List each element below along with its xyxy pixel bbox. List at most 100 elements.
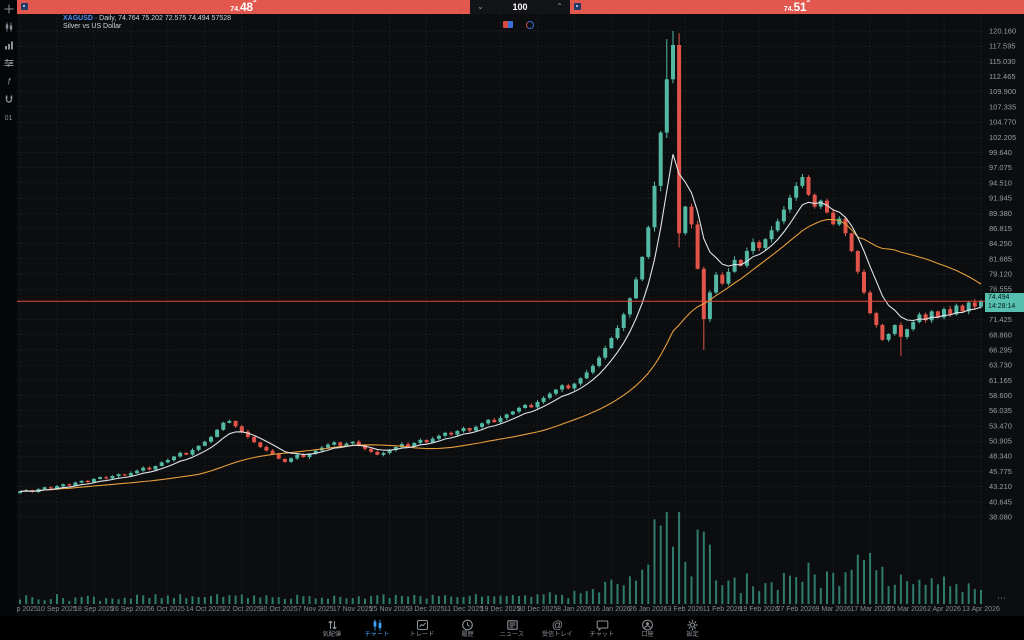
bar-countdown: 14:28:14 [988, 302, 1016, 310]
crosshair-icon[interactable] [3, 3, 14, 14]
grid [17, 14, 985, 604]
data-window-icon[interactable]: 01 [3, 111, 14, 122]
svg-text:43.210: 43.210 [989, 482, 1012, 491]
svg-text:13 Apr 2026: 13 Apr 2026 [962, 606, 1000, 613]
svg-text:112.465: 112.465 [989, 72, 1016, 81]
svg-text:40.645: 40.645 [989, 497, 1012, 506]
timer-icon[interactable] [526, 21, 534, 29]
svg-text:2 Sep 2025: 2 Sep 2025 [2, 606, 38, 613]
bar-chart-icon[interactable] [3, 39, 14, 50]
svg-text:107.335: 107.335 [989, 102, 1016, 111]
svg-text:50.905: 50.905 [989, 437, 1012, 446]
ma-slow-line [19, 218, 982, 492]
nav-label: ニュース [499, 630, 525, 638]
market-depth-icon[interactable] [503, 21, 513, 28]
chevron-up-icon[interactable]: ⌃ [556, 2, 563, 11]
buy-marker-icon [574, 3, 581, 10]
nav-item-quotes[interactable]: 気配値 [315, 619, 349, 638]
nav-item-inbox[interactable]: @ 受信トレイ [540, 619, 574, 638]
svg-text:76.555: 76.555 [989, 285, 1012, 294]
sell-button[interactable]: 74.489 [17, 0, 470, 14]
svg-text:26 Sep 2025: 26 Sep 2025 [111, 606, 151, 613]
sliders-icon[interactable] [3, 57, 14, 68]
chevron-down-icon[interactable]: ⌄ [477, 2, 484, 11]
axes-labels[interactable]: 120.160 117.595 115.030 112.465 109.900 107.3… [2, 27, 1016, 614]
svg-text:17 Nov 2025: 17 Nov 2025 [333, 606, 373, 613]
symbol-name[interactable]: XAGUSD [63, 15, 93, 22]
nav-label: トレード [409, 630, 435, 638]
svg-text:102.205: 102.205 [989, 133, 1016, 142]
candlestick-icon[interactable] [3, 21, 14, 32]
svg-text:27 Feb 2026: 27 Feb 2026 [777, 606, 816, 613]
nav-label: チャット [589, 630, 615, 638]
sell-price: 74.489 [230, 0, 257, 14]
svg-text:99.640: 99.640 [989, 148, 1012, 157]
svg-text:68.860: 68.860 [989, 330, 1012, 339]
quantity-stepper[interactable]: ⌄ 100 ⌃ [470, 0, 570, 14]
bottom-nav: 気配値 チャート トレード 履歴 ニュース @ 受信トレイ チャット 口座 [0, 616, 1024, 640]
nav-label: 設定 [685, 630, 699, 638]
svg-text:2 Apr 2026: 2 Apr 2026 [927, 606, 961, 613]
svg-text:94.510: 94.510 [989, 178, 1012, 187]
volume-bars [19, 512, 982, 604]
current-price-tag: 74.494 14:28:14 [985, 293, 1024, 312]
buy-button[interactable]: 74.519 [570, 0, 1024, 14]
inbox-at-icon: @ [551, 619, 562, 631]
nav-item-chart[interactable]: チャート [360, 619, 394, 638]
svg-text:71.425: 71.425 [989, 315, 1012, 324]
svg-text:f: f [7, 76, 11, 86]
nav-item-trade[interactable]: トレード [405, 619, 439, 638]
svg-text:91.945: 91.945 [989, 194, 1012, 203]
svg-text:19 Dec 2025: 19 Dec 2025 [481, 606, 521, 613]
nav-item-chat[interactable]: チャット [585, 619, 619, 638]
nav-label: 口座 [640, 630, 654, 638]
svg-text:19 Feb 2026: 19 Feb 2026 [740, 606, 779, 613]
svg-text:30 Oct 2025: 30 Oct 2025 [260, 606, 298, 613]
svg-text:26 Jan 2026: 26 Jan 2026 [629, 606, 668, 613]
svg-text:53.470: 53.470 [989, 421, 1012, 430]
magnet-icon[interactable] [3, 93, 14, 104]
nav-item-settings[interactable]: 設定 [675, 619, 709, 638]
svg-text:109.900: 109.900 [989, 87, 1016, 96]
svg-text:117.595: 117.595 [989, 42, 1016, 51]
nav-item-news[interactable]: ニュース [495, 619, 529, 638]
nav-label: 履歴 [460, 630, 474, 638]
svg-text:25 Nov 2025: 25 Nov 2025 [370, 606, 410, 613]
svg-text:89.380: 89.380 [989, 209, 1012, 218]
nav-label: チャート [364, 630, 390, 638]
svg-text:45.775: 45.775 [989, 467, 1012, 476]
svg-text:104.770: 104.770 [989, 118, 1016, 127]
trade-panel: 74.489 ⌄ 100 ⌃ 74.519 [17, 0, 1024, 14]
svg-text:61.165: 61.165 [989, 376, 1012, 385]
quantity-value: 100 [512, 2, 528, 12]
settings-gear-icon [687, 619, 697, 630]
account-icon [641, 619, 653, 630]
function-icon[interactable]: f [3, 75, 14, 86]
symbol-legend[interactable]: XAGUSD · Daily, 74.764 75.202 72.575 74.… [63, 15, 231, 31]
svg-text:63.730: 63.730 [989, 361, 1012, 370]
more-options-icon[interactable]: ⋯ [997, 593, 1007, 603]
legend-values: · Daily, 74.764 75.202 72.575 74.494 575… [94, 15, 231, 22]
svg-text:16 Jan 2026: 16 Jan 2026 [592, 606, 631, 613]
svg-text:120.160: 120.160 [989, 27, 1016, 36]
svg-text:38.080: 38.080 [989, 513, 1012, 522]
nav-label: 気配値 [322, 630, 342, 638]
buy-price: 74.519 [783, 0, 811, 14]
svg-text:7 Nov 2025: 7 Nov 2025 [298, 606, 334, 613]
news-icon [506, 619, 518, 630]
left-toolbar: f 01 [0, 0, 17, 616]
chart-canvas[interactable]: 120.160 117.595 115.030 112.465 109.900 107.3… [0, 0, 1024, 616]
svg-text:10 Sep 2025: 10 Sep 2025 [37, 606, 77, 613]
svg-text:@: @ [551, 619, 562, 631]
history-clock-icon [461, 619, 473, 630]
svg-text:11 Feb 2026: 11 Feb 2026 [703, 606, 742, 613]
moving-averages [17, 154, 985, 492]
chart-quick-toggles [503, 21, 534, 29]
svg-text:8 Jan 2026: 8 Jan 2026 [557, 606, 592, 613]
chat-bubble-icon [596, 620, 608, 631]
svg-text:18 Sep 2025: 18 Sep 2025 [74, 606, 114, 613]
nav-item-history[interactable]: 履歴 [450, 619, 484, 638]
svg-text:6 Oct 2025: 6 Oct 2025 [151, 606, 185, 613]
nav-item-account[interactable]: 口座 [630, 619, 664, 638]
